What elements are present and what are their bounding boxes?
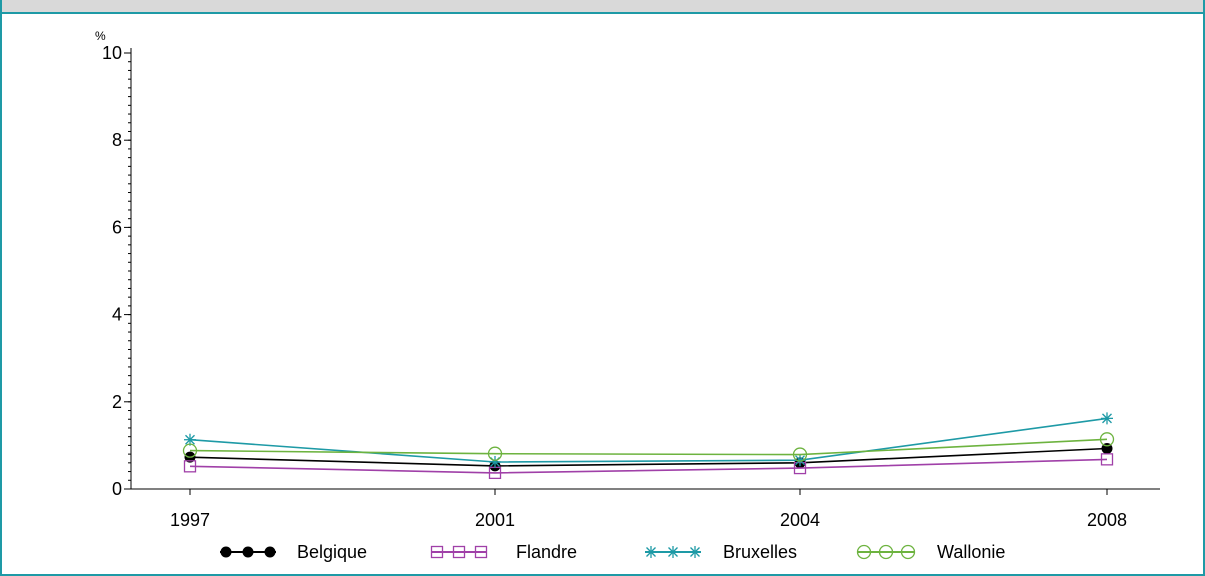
data-point [667,546,679,558]
series-line [189,438,1108,456]
data-point [1101,412,1113,425]
x-tick-label: 2001 [475,510,515,530]
data-point [689,546,701,558]
legend-label: Flandre [516,542,577,562]
series-line [189,447,1108,467]
legend-item-flandre: Flandre [430,542,577,562]
axes: 0 2 4 6 8 10 1997 2001 2004 2008 [102,43,1160,530]
data-point [1099,432,1115,447]
series-line [189,417,1108,463]
legend-item-belgique: Belgique [220,542,367,562]
legend-label: Bruxelles [723,542,797,562]
data-point [1100,453,1114,466]
y-tick-label: 0 [112,479,122,499]
x-tick-label: 1997 [170,510,210,530]
x-tick-label: 2008 [1087,510,1127,530]
series-bruxelles [184,412,1113,468]
y-tick-label: 4 [112,305,122,325]
series-flandre [183,453,1114,480]
series-wallonie [182,432,1115,462]
data-point [474,545,488,559]
x-tick-label: 2004 [780,510,820,530]
data-point [792,447,808,462]
data-point [487,446,503,461]
data-point [182,443,198,458]
data-point [856,544,872,560]
data-point [900,544,916,560]
data-point [242,546,254,558]
y-tick-label: 6 [112,217,122,237]
y-tick-label: 2 [112,392,122,412]
series-group [182,412,1115,480]
data-point [264,546,276,558]
legend-item-bruxelles: Bruxelles [645,542,797,562]
legend-label: Belgique [297,542,367,562]
y-axis-unit-label: % [95,29,106,43]
data-point [220,546,232,558]
series-line [189,458,1108,474]
data-point [878,544,894,560]
legend-item-wallonie: Wallonie [856,542,1005,562]
y-tick-label: 8 [112,130,122,150]
legend: Belgique Flandre Bruxelles Wallonie [220,542,1005,562]
legend-label: Wallonie [937,542,1005,562]
series-belgique [184,442,1113,472]
data-point [645,546,657,558]
data-point [183,460,197,473]
y-tick-label: 10 [102,43,122,63]
data-point [452,545,466,559]
data-point [430,545,444,559]
